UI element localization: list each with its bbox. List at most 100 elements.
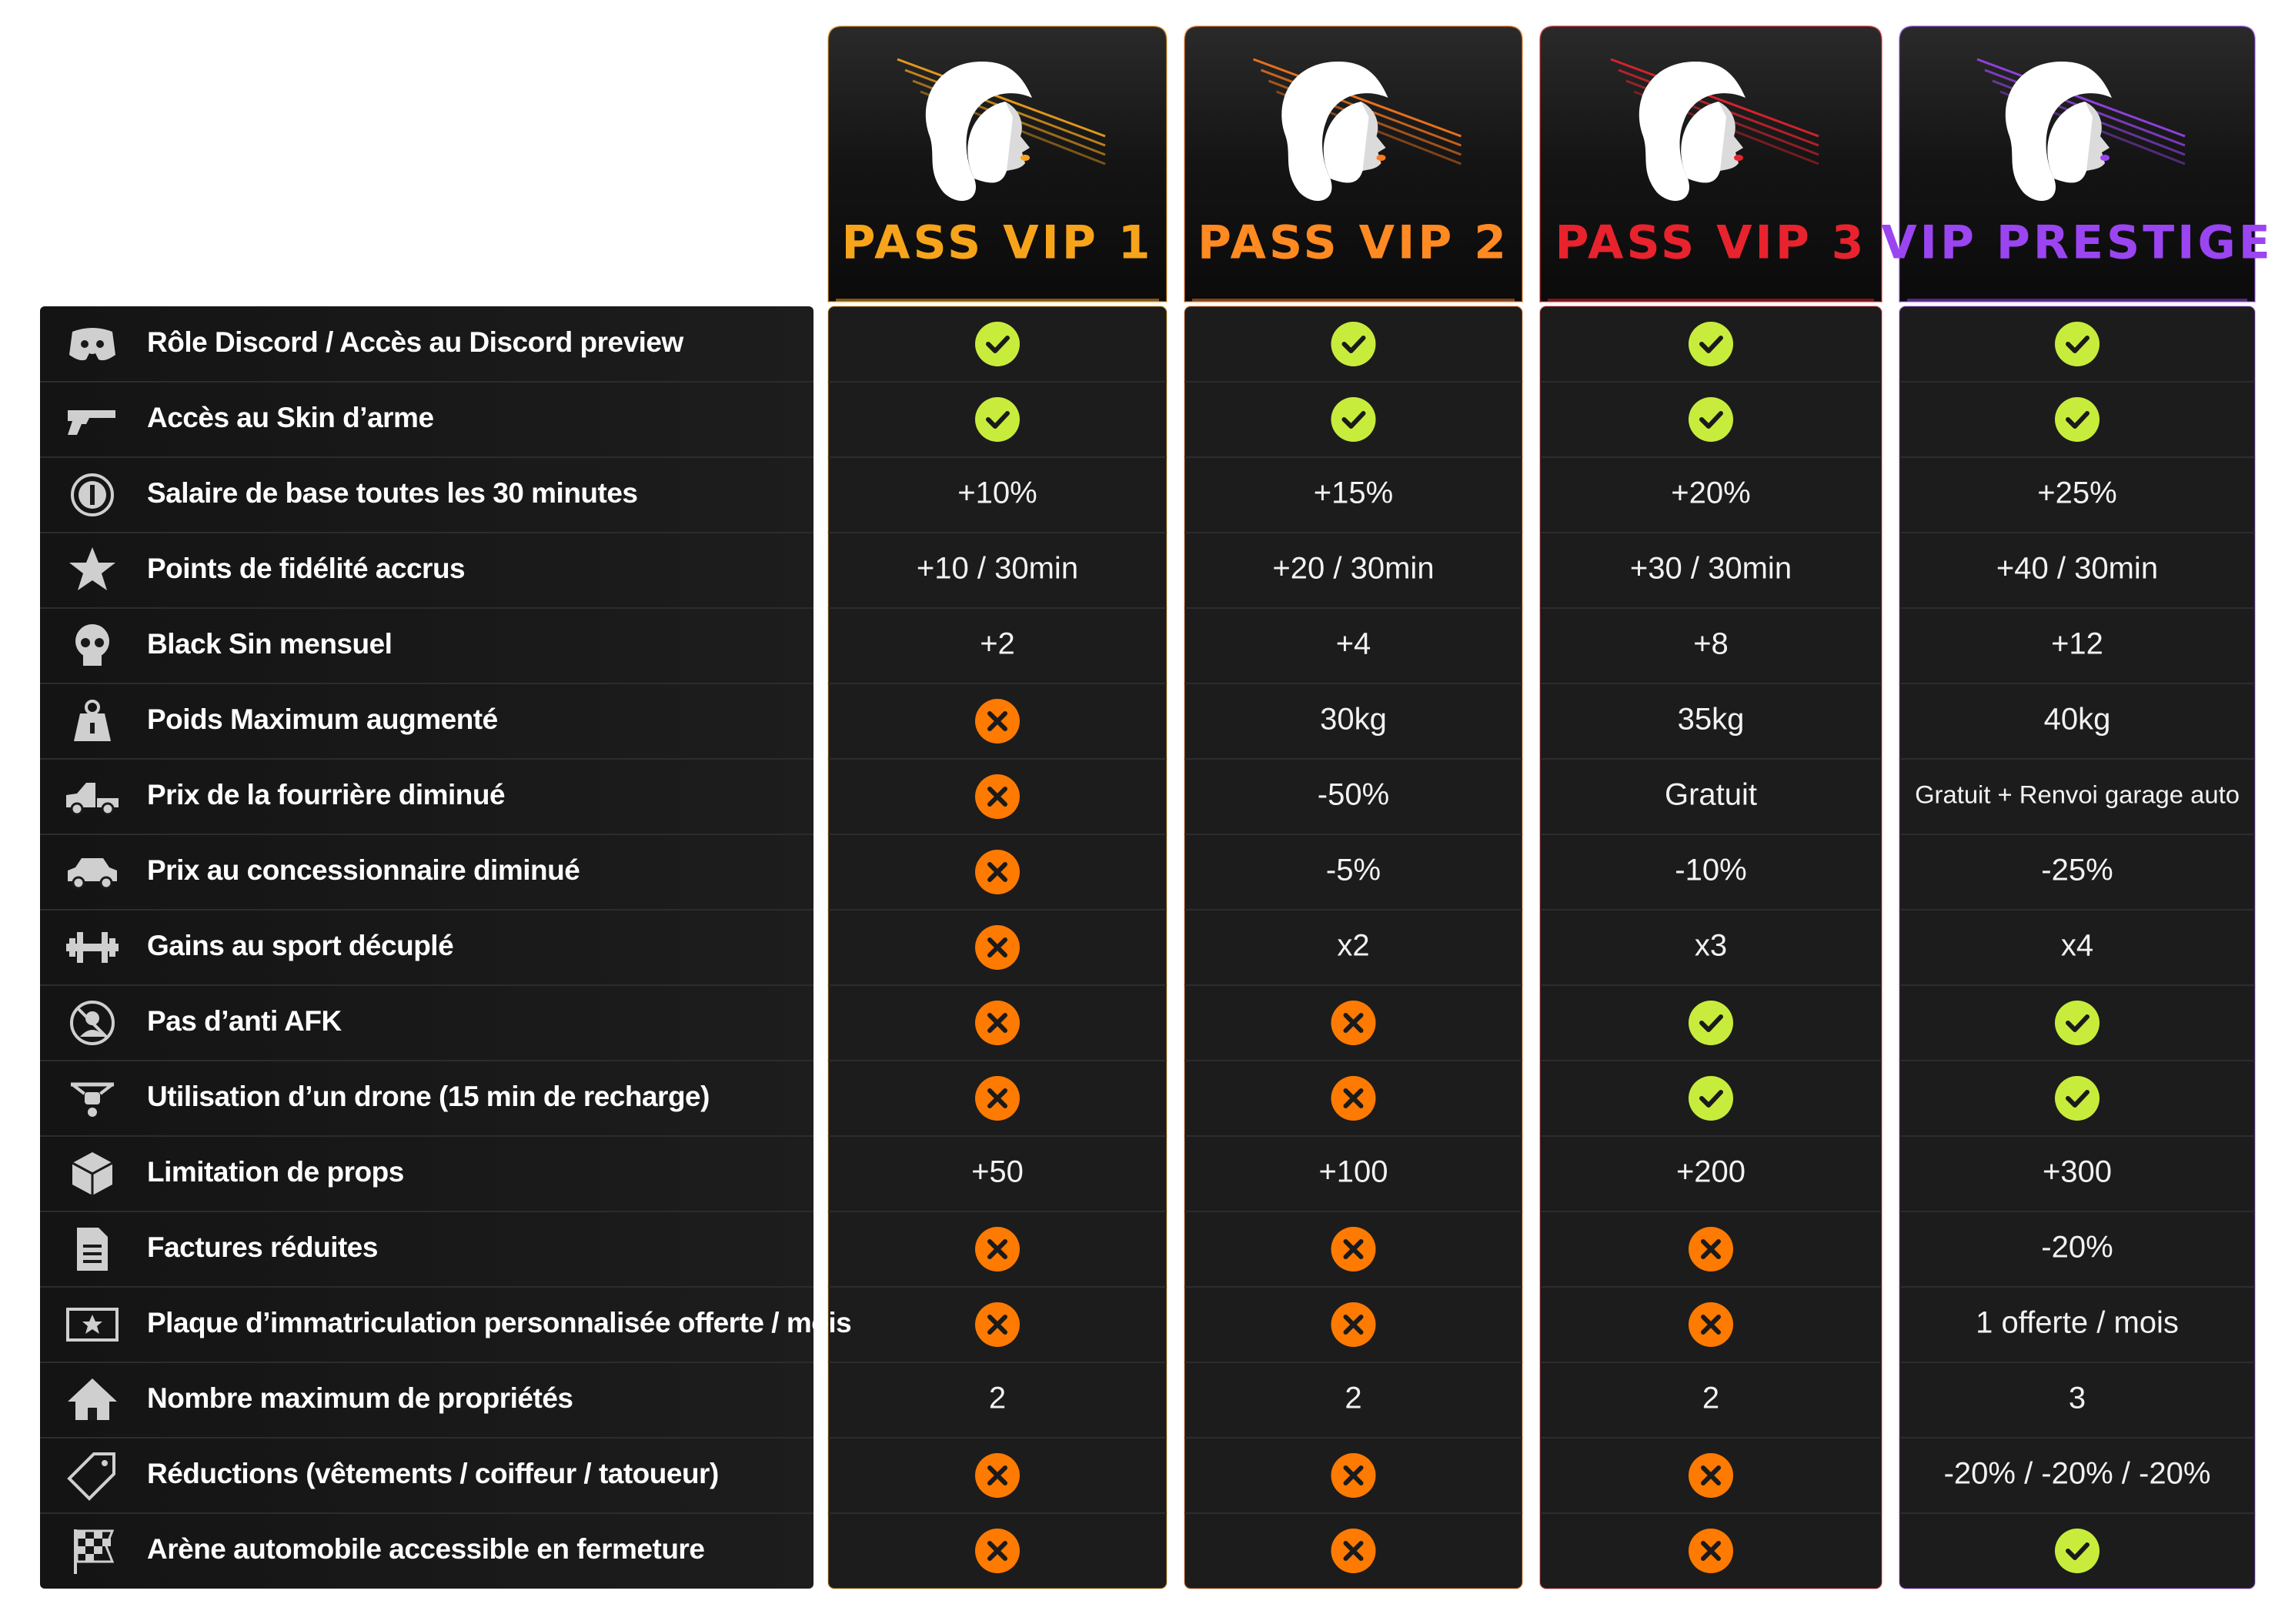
header-glow: [1548, 299, 1874, 302]
icon-circle: [1689, 1076, 1733, 1121]
cross-icon: [975, 925, 1020, 970]
cell-value: 2: [989, 1382, 1006, 1415]
cross-icon: [975, 1076, 1020, 1121]
icon: [77, 932, 83, 963]
cell-value: +4: [1336, 627, 1371, 661]
check-icon: [1689, 322, 1733, 366]
icon: [85, 1092, 100, 1104]
check-icon: [1331, 322, 1376, 366]
logo-profile-cut: [1361, 102, 1386, 171]
icon: [88, 1108, 97, 1117]
check-mark: [2066, 411, 2090, 429]
feature-icon: [66, 932, 119, 963]
feature-icon: [66, 783, 119, 816]
icon: [95, 638, 104, 647]
icon: [82, 1315, 102, 1334]
feature-icon: [77, 1228, 108, 1271]
feature-icon: [74, 1529, 115, 1574]
logo-stripe: [1976, 58, 2186, 138]
icon: [101, 802, 115, 816]
check-icon: [1689, 1076, 1733, 1121]
feature-icon: [69, 328, 115, 361]
cross-mark: [987, 1465, 1007, 1485]
cross-icon: [1331, 1453, 1376, 1498]
cross-mark: [1343, 1465, 1364, 1485]
cross-mark: [987, 1013, 1007, 1033]
logo-face: [1323, 102, 1386, 183]
tier-logo: [1976, 58, 2186, 202]
icon: [68, 858, 117, 881]
cross-mark: [987, 1315, 1007, 1335]
icon: [80, 1030, 105, 1037]
icon-circle: [1689, 322, 1733, 366]
check-mark: [1699, 336, 1723, 353]
cell-value: 40kg: [2044, 703, 2111, 737]
cross-mark: [1701, 1465, 1721, 1485]
icon-circle: [1689, 1001, 1733, 1045]
check-icon: [2055, 1001, 2100, 1045]
icon: [94, 1531, 102, 1539]
check-mark: [1699, 1014, 1723, 1032]
icon: [66, 1308, 119, 1342]
feature-label: Accès au Skin d’arme: [147, 402, 434, 433]
icon: [69, 938, 75, 957]
feature-icon: [70, 1001, 115, 1045]
check-icon: [1331, 397, 1376, 442]
cell-value: +10%: [957, 476, 1037, 510]
feature-label: Poids Maximum augmenté: [147, 703, 498, 735]
icon: [70, 1001, 115, 1045]
cross-icon: [1331, 1001, 1376, 1045]
cell-value: Gratuit: [1665, 778, 1757, 812]
cell-value: +20 / 30min: [1272, 552, 1434, 586]
check-icon: [2055, 322, 2100, 366]
icon: [77, 1228, 108, 1271]
logo-stripe: [897, 58, 1106, 138]
header-glow: [1192, 299, 1515, 302]
icon: [99, 876, 113, 890]
tier-title: PASS VIP 3: [1555, 216, 1867, 270]
logo-lips: [1734, 155, 1743, 161]
feature-label: Gains au sport décuplé: [147, 930, 453, 961]
cell-value: x2: [1337, 929, 1369, 963]
cell-value: +10 / 30min: [917, 552, 1078, 586]
tier-column: [1539, 306, 1882, 1589]
cross-mark: [987, 711, 1007, 731]
icon: [102, 932, 108, 963]
cell-value: +8: [1693, 627, 1729, 661]
tier-logo: [1610, 58, 1819, 202]
logo-profile-cut: [1719, 102, 1743, 171]
feature-label: Rôle Discord / Accès au Discord preview: [147, 326, 683, 358]
check-mark: [2066, 336, 2090, 353]
logo-stripe: [1252, 58, 1462, 138]
icon-circle: [975, 397, 1020, 442]
cell-value: -25%: [2041, 854, 2113, 887]
tier-title: VIP PRESTIGE: [1881, 216, 2273, 270]
cross-mark: [987, 787, 1007, 807]
cross-mark: [1701, 1541, 1721, 1561]
logo-hair: [1281, 62, 1388, 202]
logo-stripe: [1610, 58, 1819, 138]
tier-logo: [897, 58, 1106, 202]
check-mark: [2066, 1542, 2090, 1560]
feature-label: Salaire de base toutes les 30 minutes: [147, 477, 638, 509]
header-glow: [836, 299, 1159, 302]
feature-label: Réductions (vêtements / coiffeur / tatou…: [147, 1458, 719, 1489]
feature-icon: [67, 1452, 115, 1501]
cross-icon: [975, 699, 1020, 743]
cross-mark: [987, 1088, 1007, 1108]
cell-value: 35kg: [1678, 703, 1745, 737]
icon: [68, 410, 115, 435]
cross-icon: [975, 1453, 1020, 1498]
cross-icon: [975, 850, 1020, 894]
icon: [88, 1408, 97, 1420]
icon-circle: [2055, 1076, 2100, 1121]
cross-mark: [1343, 1013, 1364, 1033]
cell-value: -5%: [1326, 854, 1381, 887]
icon: [109, 938, 115, 957]
check-mark: [986, 411, 1010, 429]
icon: [76, 1007, 109, 1039]
icon: [67, 1452, 115, 1501]
cell-value: x3: [1695, 929, 1727, 963]
cross-icon: [1331, 1302, 1376, 1347]
icon: [85, 1011, 99, 1025]
